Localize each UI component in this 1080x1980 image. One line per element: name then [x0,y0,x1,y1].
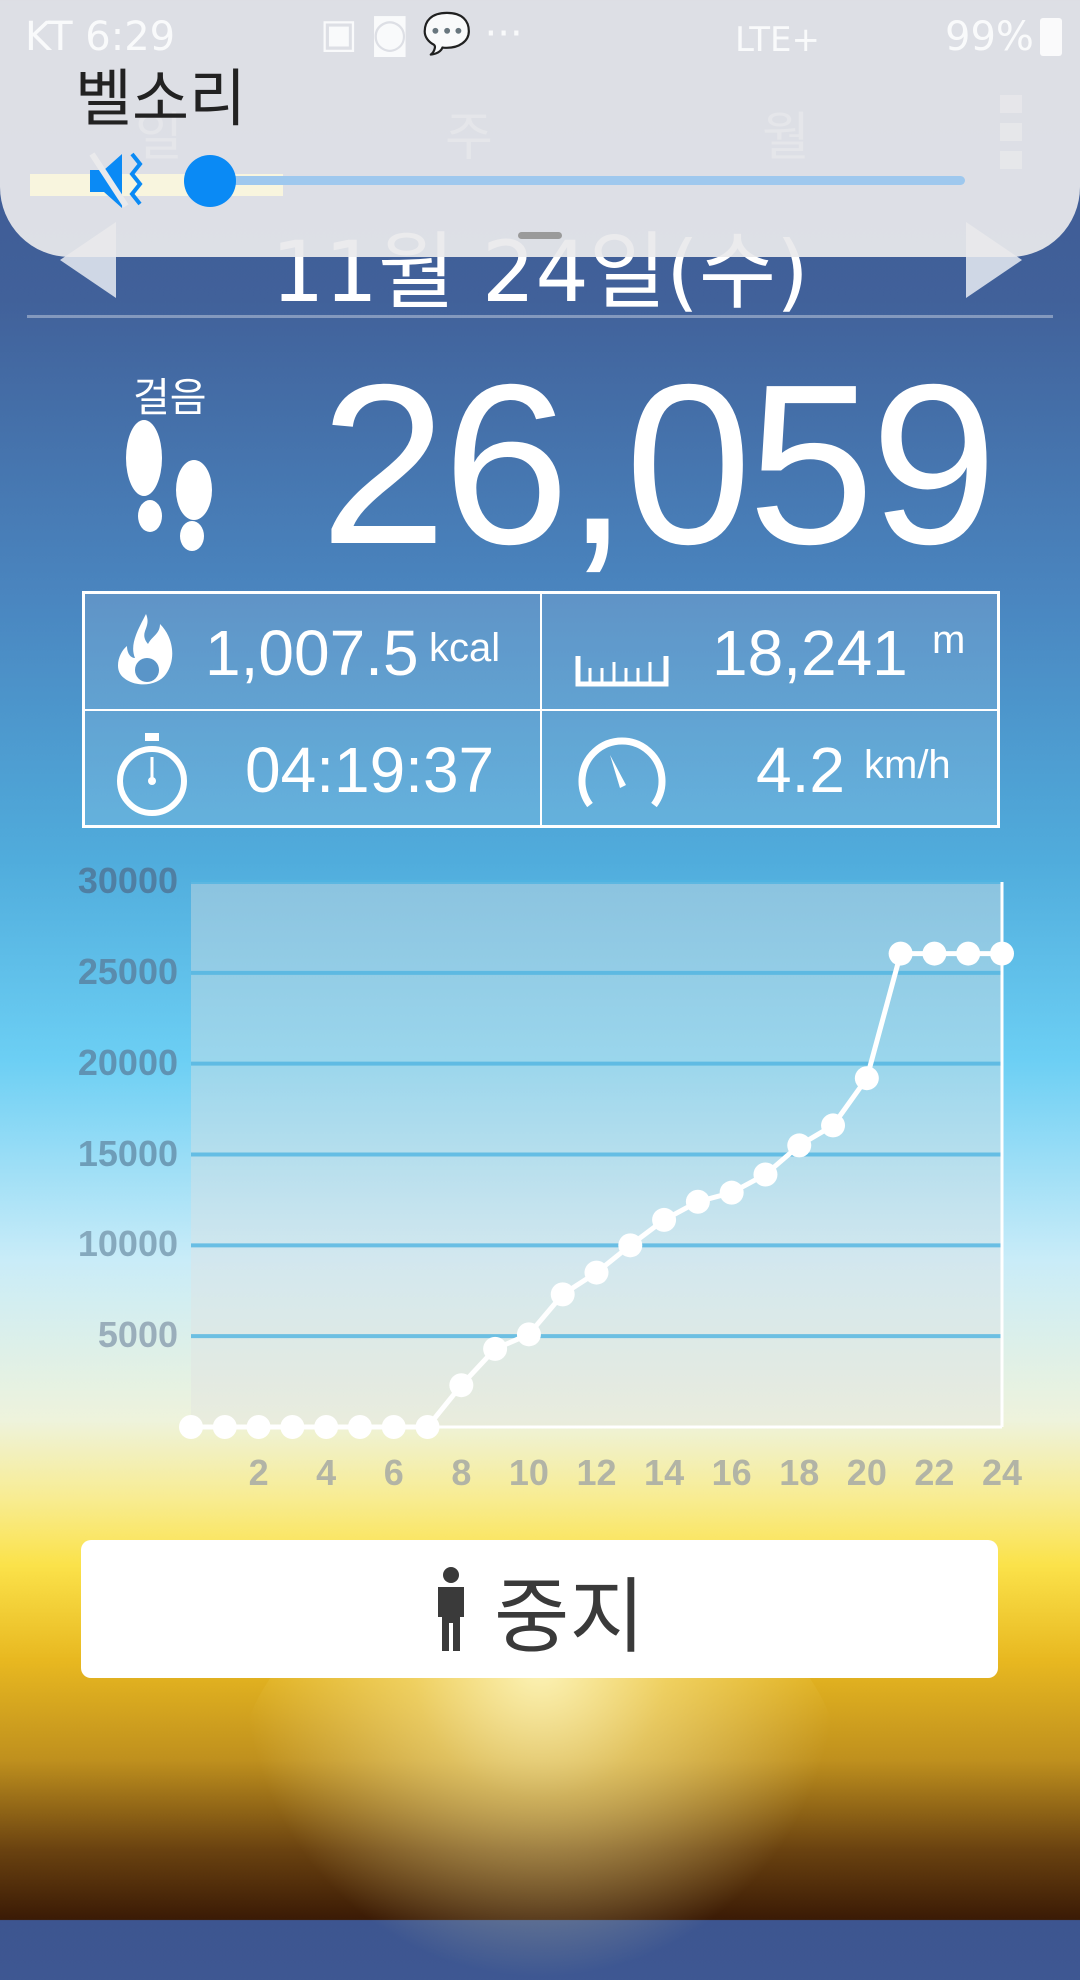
data-point [381,1415,406,1439]
data-point [415,1415,440,1439]
duration-cell: 04:19:37 [84,709,541,826]
distance-cell: 18,241 m [541,593,998,710]
data-point [449,1373,474,1398]
data-point [888,941,913,966]
volume-slider-track[interactable] [210,176,965,185]
calories-value: 1,007.5 [205,617,419,689]
header-divider [27,315,1053,318]
y-tick-label: 15000 [77,1132,178,1174]
data-point [990,941,1014,966]
speed-unit: km/h [864,742,951,787]
data-point [753,1162,778,1187]
battery-icon [1040,18,1062,56]
status-network: LTE+ [735,20,820,60]
data-point [956,941,981,966]
volume-title: 벨소리 [75,62,247,135]
data-point [618,1233,643,1258]
status-battery: 99% [945,14,1034,60]
data-point [212,1415,237,1439]
calories-cell: 1,007.5 kcal [84,593,541,710]
data-point [280,1415,305,1439]
ruler-icon [575,656,669,687]
speed-cell: 4.2 km/h [541,709,998,826]
data-point [550,1282,575,1307]
data-point [854,1066,879,1091]
steps-label: 걸음 [133,375,207,421]
volume-slider-thumb[interactable] [184,155,236,207]
fire-icon [117,614,173,685]
hourly-steps-chart [179,880,1014,1439]
person-icon [438,1567,465,1651]
stopwatch-icon [117,732,187,816]
data-point [821,1113,846,1138]
data-point [652,1207,677,1232]
data-point [719,1180,744,1205]
stats-grid: 1,007.5 kcal 18,241 m 04:19:37 4.2 km/h [82,591,1000,828]
mute-icon[interactable] [86,148,156,214]
notification-icons: ▣ ◙ 💬 ··· [320,11,523,57]
x-tick-label: 12 [576,1452,617,1493]
status-carrier-time: KT 6:29 [25,14,176,60]
data-point [787,1133,812,1158]
distance-unit: m [932,618,966,662]
y-tick-label: 5000 [97,1314,178,1356]
footprints-icon [126,420,212,551]
data-point [246,1415,271,1439]
stop-button[interactable]: 중지 [81,1540,998,1678]
data-point [516,1322,541,1347]
data-point [922,941,947,966]
stop-button-label: 중지 [494,1569,645,1665]
data-point [483,1336,508,1361]
x-tick-label: 22 [914,1452,955,1493]
y-tick-label: 30000 [77,860,178,901]
calories-unit: kcal [429,626,501,670]
x-tick-label: 18 [779,1452,820,1493]
x-tick-label: 24 [981,1452,1023,1493]
x-tick-label: 16 [711,1452,752,1493]
x-tick-label: 4 [316,1452,337,1493]
distance-value: 18,241 [712,617,908,689]
y-tick-label: 25000 [77,950,178,992]
volume-panel [0,0,1080,257]
x-tick-label: 10 [508,1452,549,1493]
y-tick-label: 10000 [77,1223,178,1265]
data-point [347,1415,372,1439]
duration-value: 04:19:37 [245,733,495,806]
panel-drag-handle[interactable] [518,232,562,239]
x-tick-label: 14 [644,1452,685,1493]
data-point [314,1415,339,1439]
x-tick-label: 20 [846,1452,887,1493]
x-tick-label: 2 [248,1452,269,1493]
x-tick-label: 6 [383,1452,404,1493]
data-point [584,1260,609,1285]
steps-count: 26,059 [320,338,997,592]
speedometer-icon [578,737,666,807]
x-tick-label: 8 [451,1452,472,1493]
y-tick-label: 20000 [77,1041,178,1083]
speed-value: 4.2 [756,733,845,806]
data-point [179,1415,203,1439]
data-point [685,1189,710,1214]
